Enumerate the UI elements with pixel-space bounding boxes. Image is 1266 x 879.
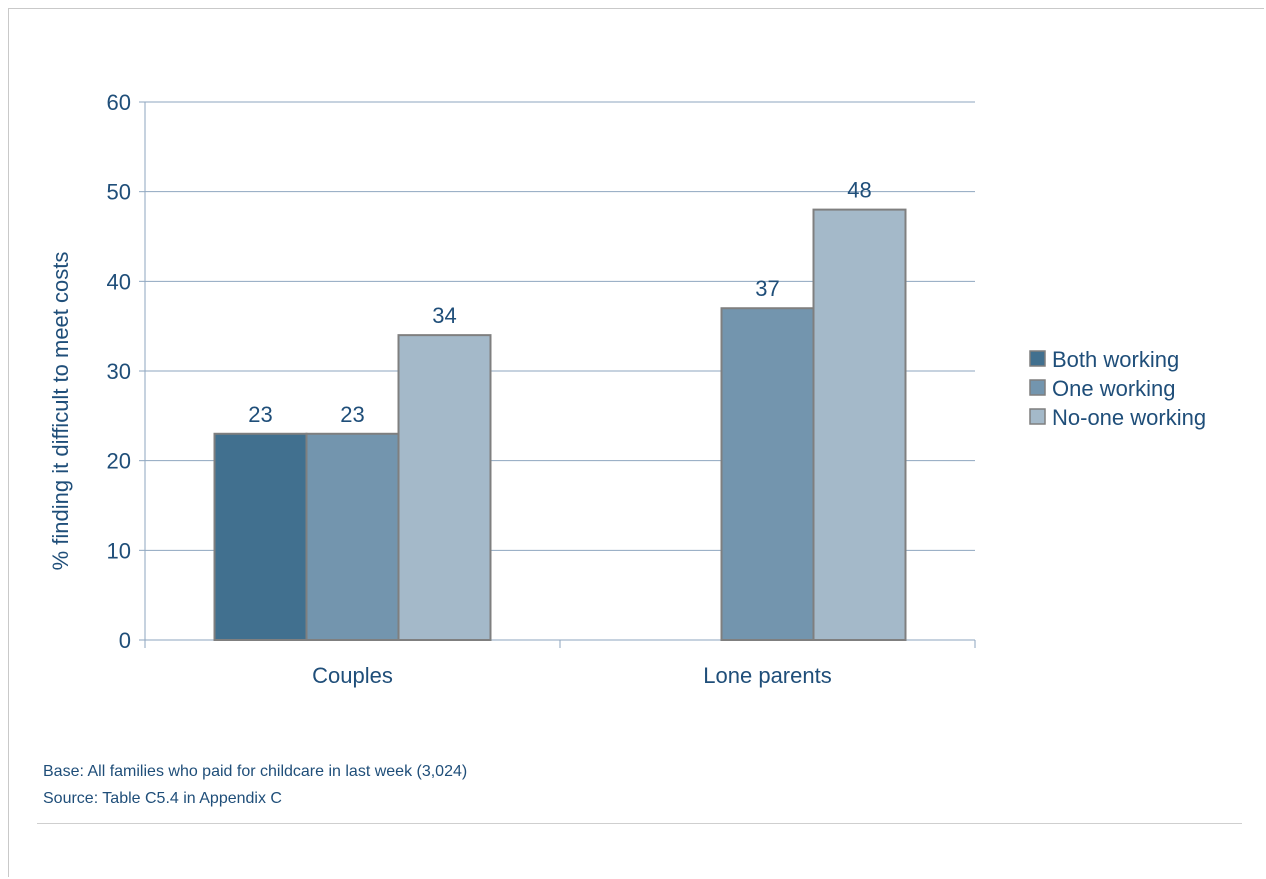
y-tick-label: 40 [107,269,131,294]
source-note: Source: Table C5.4 in Appendix C [43,790,282,807]
base-note: Base: All families who paid for childcar… [43,763,468,780]
bar [305,432,400,641]
data-label: 23 [340,402,364,427]
notes-divider [37,823,1242,824]
y-axis-title: % finding it difficult to meet costs [48,252,73,571]
y-tick-label: 30 [107,359,131,384]
x-tick-label: Lone parents [703,663,831,688]
y-tick-label: 20 [107,449,131,474]
y-tick-label: 10 [107,538,131,563]
legend-swatch [1029,408,1046,425]
y-tick-label: 50 [107,180,131,205]
bar [720,307,815,641]
bar [213,432,308,641]
data-labels: 23 23 34 37 48 [248,178,871,427]
data-label: 37 [755,276,779,301]
chart-frame [8,8,1264,877]
data-label: 23 [248,402,272,427]
data-label: 48 [847,178,871,203]
legend-swatch [1029,350,1046,367]
bar [397,334,492,641]
legend-label: One working [1052,376,1176,401]
data-label: 34 [432,303,456,328]
legend-label: No-one working [1052,405,1206,430]
bars [213,208,907,641]
bar [812,208,907,641]
legend-label: Both working [1052,347,1179,372]
chart-notes: Base: All families who paid for childcar… [43,758,467,812]
y-tick-label: 0 [119,628,131,653]
axes: 0 10 20 30 40 50 60 Couples Lone parents [107,90,976,688]
y-tick-label: 60 [107,90,131,115]
legend-swatch [1029,379,1046,396]
x-tick-label: Couples [312,663,393,688]
legend: Both working One working No-one working [1029,347,1206,430]
